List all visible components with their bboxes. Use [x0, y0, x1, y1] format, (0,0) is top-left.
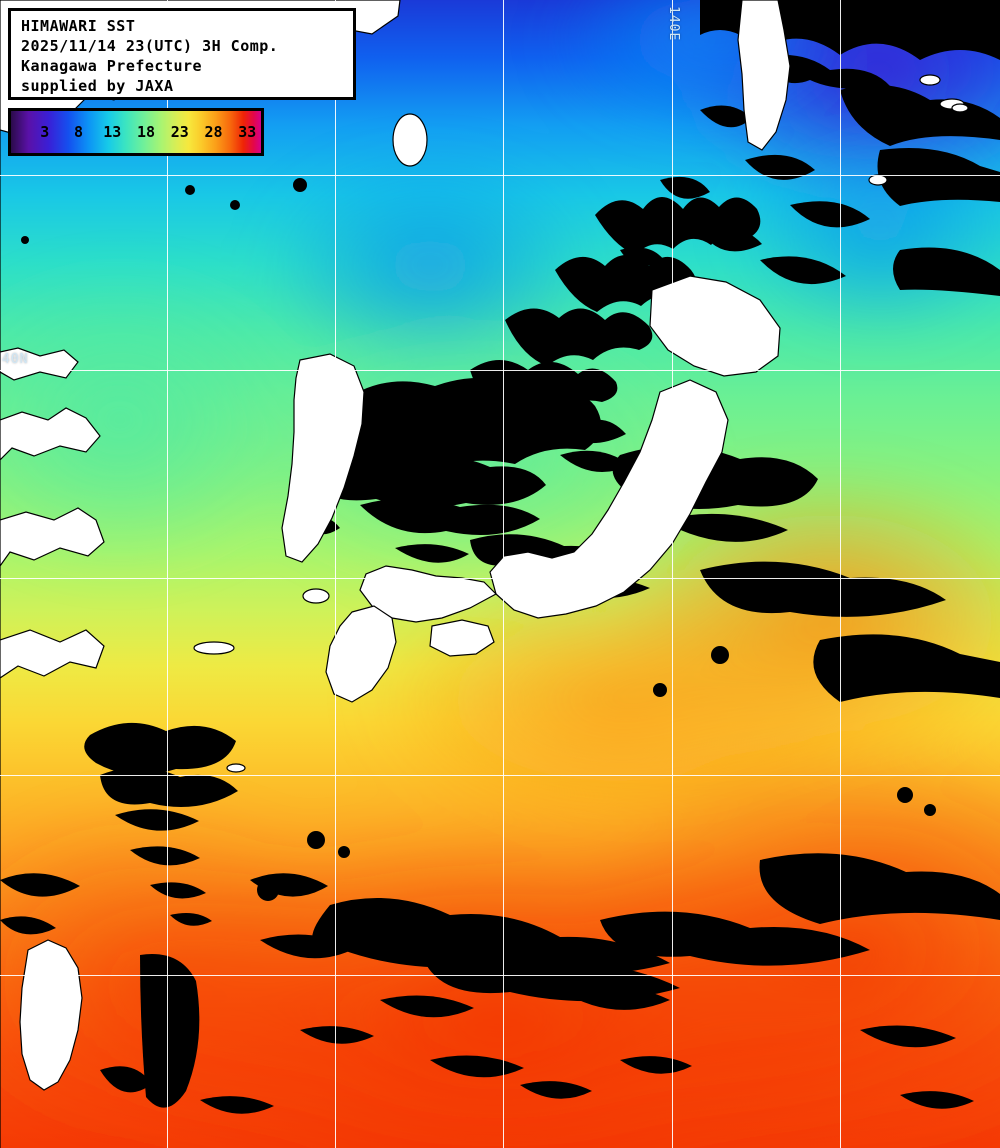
parallel-line — [0, 578, 1000, 579]
meridian-line — [167, 0, 168, 1148]
title-line-datetime: 2025/11/14 23(UTC) 3H Comp. — [21, 37, 279, 55]
latitude-label-40n: 40N — [2, 352, 29, 367]
colorbar-tick-23: 23 — [170, 123, 189, 141]
colorbar-gradient — [11, 111, 261, 153]
meridian-line-140e — [672, 0, 673, 1148]
meridian-line — [335, 0, 336, 1148]
parallel-line — [0, 775, 1000, 776]
colorbar-tick-33: 33 — [238, 123, 257, 141]
title-line-region: Kanagawa Prefecture — [21, 57, 203, 75]
title-line-credit: supplied by JAXA — [21, 77, 174, 95]
title-box: HIMAWARI SST 2025/11/14 23(UTC) 3H Comp.… — [8, 8, 356, 100]
meridian-line — [840, 0, 841, 1148]
longitude-label-140e: 140E — [666, 6, 681, 42]
parallel-line — [0, 175, 1000, 176]
colorbar-tick-8: 8 — [73, 123, 84, 141]
colorbar-tick-28: 28 — [204, 123, 223, 141]
colorbar-tick-3: 3 — [40, 123, 50, 141]
meridian-line — [503, 0, 504, 1148]
colorbar-tick-18: 18 — [136, 123, 156, 141]
parallel-line — [0, 975, 1000, 976]
colorbar-tick-13: 13 — [103, 123, 122, 141]
parallel-line-40n — [0, 370, 1000, 371]
colorbar-tick-labels: 3 8 13 18 23 28 33 — [11, 111, 261, 153]
title-line-product: HIMAWARI SST — [21, 17, 136, 35]
sst-colorbar: 3 8 13 18 23 28 33 — [8, 108, 264, 156]
